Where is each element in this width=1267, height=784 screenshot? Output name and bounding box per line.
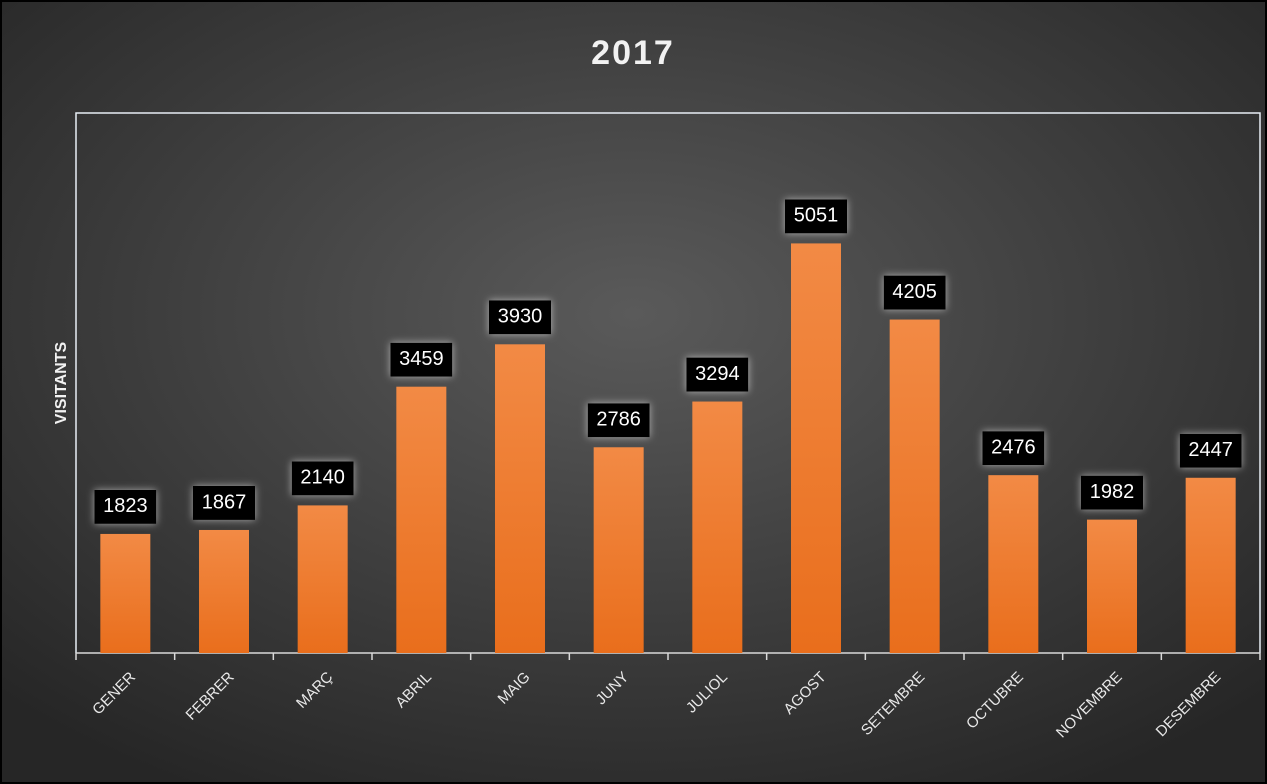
- data-label-box: [94, 489, 157, 524]
- data-label: 1823: [94, 489, 157, 524]
- data-label-text: 4205: [892, 281, 937, 303]
- data-label: 3930: [489, 300, 551, 335]
- data-label-box: [390, 342, 453, 377]
- data-label-text: 2140: [300, 467, 345, 489]
- data-label: 5051: [785, 199, 847, 234]
- data-label-box: [1179, 433, 1242, 468]
- data-label-box: [489, 300, 551, 335]
- data-label: 1867: [193, 485, 255, 520]
- data-label-text: 5051: [794, 205, 839, 227]
- data-label-box: [785, 199, 847, 234]
- data-label: 2140: [291, 461, 354, 496]
- bar: [495, 344, 545, 653]
- data-label-box: [982, 431, 1045, 466]
- data-label-box: [883, 275, 946, 310]
- data-label-text: 2447: [1188, 439, 1233, 461]
- data-label-box: [193, 485, 255, 520]
- data-label-text: 1867: [202, 491, 247, 513]
- data-label: 4205: [883, 275, 946, 310]
- bar: [889, 319, 940, 653]
- data-label-text: 3930: [498, 306, 543, 328]
- bar: [692, 401, 743, 653]
- bar: [1185, 477, 1236, 653]
- data-label-box: [587, 403, 650, 438]
- bar: [1087, 519, 1137, 653]
- data-label: 1982: [1081, 475, 1143, 510]
- chart-title: 2017: [591, 34, 675, 72]
- data-label-box: [686, 357, 749, 392]
- data-label: 2786: [587, 403, 650, 438]
- bar: [100, 533, 151, 653]
- bar: [791, 243, 841, 653]
- data-label: 2447: [1179, 433, 1242, 468]
- data-label: 2476: [982, 431, 1045, 466]
- data-label: 3294: [686, 357, 749, 392]
- data-label-box: [291, 461, 354, 496]
- data-label-text: 2476: [991, 436, 1036, 458]
- data-label-text: 1823: [103, 495, 148, 517]
- bar: [593, 447, 644, 653]
- data-label-text: 3459: [399, 348, 444, 370]
- bar: [396, 386, 447, 653]
- data-label-text: 2786: [596, 409, 641, 431]
- data-label-text: 3294: [695, 363, 740, 385]
- data-label-box: [1081, 475, 1143, 510]
- y-axis-label: VISITANTS: [53, 341, 70, 424]
- bar: [297, 505, 348, 653]
- plot-frame: [75, 112, 1261, 653]
- data-label-text: 1982: [1090, 481, 1135, 503]
- data-label: 3459: [390, 342, 453, 377]
- bar: [988, 475, 1039, 653]
- bar: [199, 529, 249, 653]
